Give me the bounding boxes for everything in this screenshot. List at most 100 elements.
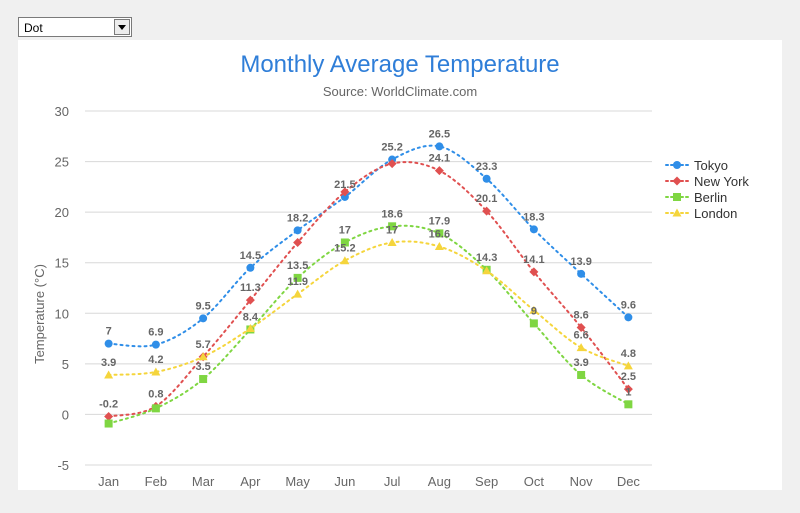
- chart-subtitle: Source: WorldClimate.com: [323, 84, 477, 99]
- data-label: 16.6: [429, 229, 450, 241]
- data-point: [387, 159, 397, 169]
- y-tick-label: 30: [55, 104, 69, 119]
- data-label: 5.7: [195, 339, 210, 351]
- data-label: 9.5: [195, 300, 210, 312]
- data-label: 9.6: [621, 299, 636, 311]
- data-label: 24.1: [429, 153, 450, 165]
- data-label: 4.8: [621, 348, 636, 360]
- data-point: [482, 206, 492, 216]
- data-label: 0.8: [148, 388, 163, 400]
- data-point: [529, 225, 538, 234]
- legend-label: Tokyo: [694, 158, 728, 173]
- data-point: [246, 263, 255, 272]
- data-label: 8.4: [243, 311, 259, 323]
- data-point: [293, 289, 303, 298]
- data-label: 18.3: [523, 211, 544, 223]
- data-point: [624, 313, 633, 322]
- legend-marker: [672, 208, 682, 217]
- data-point: [151, 340, 160, 349]
- data-point: [435, 229, 444, 238]
- legend-marker: [672, 176, 682, 186]
- x-tick-label: Oct: [524, 474, 545, 489]
- data-point: [435, 142, 444, 151]
- data-point: [434, 166, 444, 176]
- data-label: 18.2: [287, 212, 308, 224]
- data-point: [529, 305, 539, 314]
- data-point: [340, 256, 350, 265]
- data-point: [529, 319, 538, 328]
- data-point: [151, 404, 160, 413]
- data-label: 13.9: [570, 256, 591, 268]
- legend-item[interactable]: Berlin: [665, 190, 727, 205]
- data-point: [623, 384, 633, 394]
- data-point: [293, 237, 303, 247]
- series-line: [107, 240, 630, 376]
- series-line: [107, 161, 630, 418]
- data-point: [245, 323, 255, 332]
- data-point: [434, 242, 444, 251]
- data-point: [482, 174, 491, 183]
- legend-item[interactable]: London: [665, 206, 737, 221]
- legend-label: London: [694, 206, 737, 221]
- data-label: 4.2: [148, 354, 163, 366]
- x-tick-label: May: [285, 474, 310, 489]
- data-label: 6.6: [573, 330, 588, 342]
- line-style-select-value: Dot: [24, 21, 43, 35]
- data-label: 2.5: [621, 371, 636, 383]
- line-style-select[interactable]: Dot: [18, 17, 132, 37]
- legend-item[interactable]: Tokyo: [665, 158, 728, 173]
- y-tick-label: 0: [62, 407, 69, 422]
- data-point: [151, 367, 161, 376]
- data-label: 14.1: [523, 254, 544, 266]
- x-tick-label: Apr: [240, 474, 261, 489]
- data-label: 6.9: [148, 327, 163, 339]
- chevron-down-icon[interactable]: [114, 19, 130, 35]
- series-line: [107, 224, 630, 425]
- data-point: [104, 370, 114, 379]
- series-line: [107, 144, 630, 348]
- data-label: 21.5: [334, 179, 355, 191]
- data-label: 11.3: [240, 282, 261, 294]
- x-tick-label: Nov: [570, 474, 594, 489]
- data-label: 11.9: [287, 276, 308, 288]
- data-point: [387, 237, 397, 246]
- data-point: [623, 361, 633, 370]
- data-label: 17: [339, 224, 351, 236]
- data-point: [576, 322, 586, 332]
- data-label: 14.5: [240, 250, 261, 262]
- y-tick-label: 15: [55, 256, 69, 271]
- y-tick-label: 10: [55, 306, 69, 321]
- data-point: [199, 375, 208, 384]
- data-label: 25.2: [381, 142, 402, 154]
- data-label: -0.2: [99, 398, 118, 410]
- x-tick-label: Aug: [428, 474, 451, 489]
- data-point: [293, 226, 302, 235]
- data-label: 17: [386, 224, 398, 236]
- data-label: 18.6: [381, 208, 402, 220]
- data-point: [104, 339, 113, 348]
- data-point: [340, 238, 349, 247]
- data-point: [104, 419, 113, 428]
- legend-item[interactable]: New York: [665, 174, 749, 189]
- data-label: 23.3: [476, 161, 497, 173]
- y-tick-label: 20: [55, 205, 69, 220]
- data-label: 1: [625, 386, 631, 398]
- data-label: 7: [106, 326, 112, 338]
- x-tick-label: Jun: [334, 474, 355, 489]
- data-point: [198, 352, 208, 361]
- data-label: 26.5: [429, 128, 450, 140]
- data-point: [577, 370, 586, 379]
- y-tick-label: -5: [57, 458, 69, 473]
- x-tick-label: Dec: [617, 474, 641, 489]
- x-tick-label: Jul: [384, 474, 401, 489]
- data-point: [529, 267, 539, 277]
- data-label: 14.3: [476, 252, 497, 264]
- data-label: 9: [531, 305, 537, 317]
- temperature-chart: Monthly Average Temperature Source: Worl…: [32, 51, 749, 489]
- data-point: [340, 192, 349, 201]
- data-label: 3.9: [573, 357, 588, 369]
- data-point: [245, 295, 255, 305]
- data-label: 20.1: [476, 193, 497, 205]
- data-point: [340, 187, 350, 197]
- x-tick-label: Jan: [98, 474, 119, 489]
